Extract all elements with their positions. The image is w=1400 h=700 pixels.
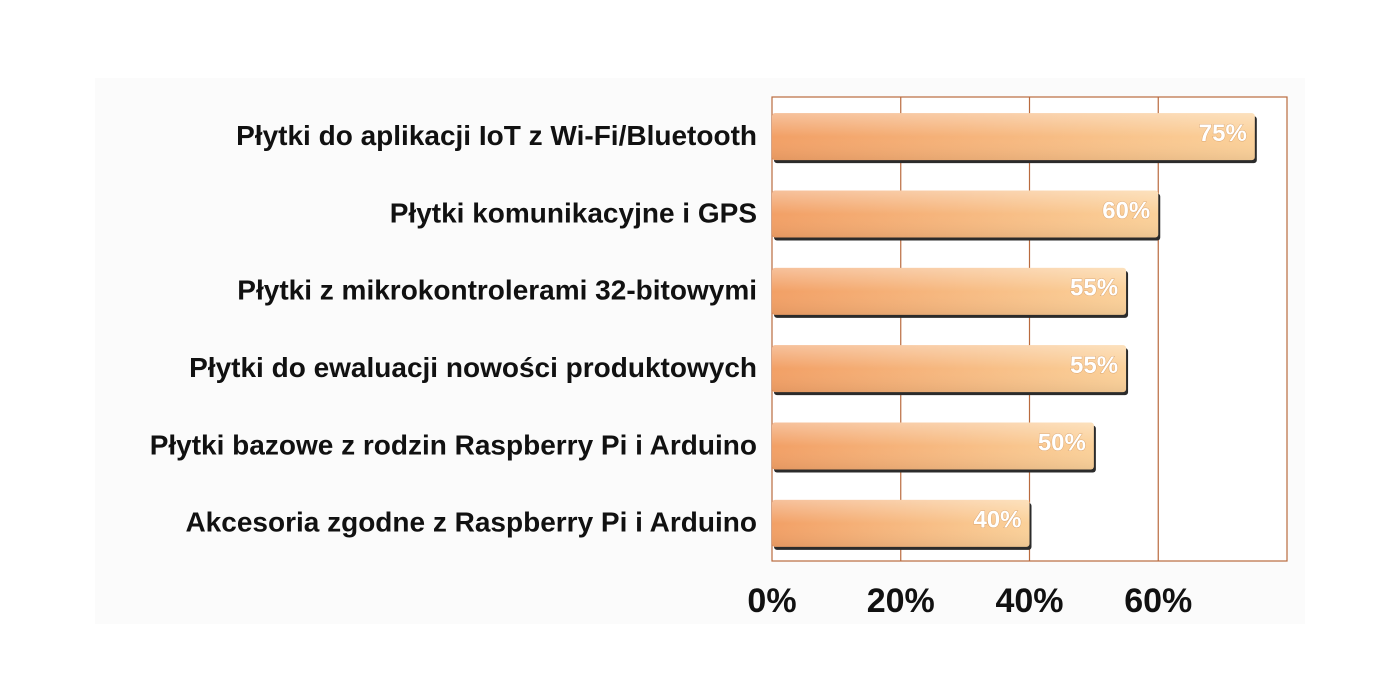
category-label: Akcesoria zgodne z Raspberry Pi i Arduin… [185,507,757,538]
data-label: 60% [1102,197,1150,224]
bar [772,190,1161,241]
category-labels: Płytki do aplikacji IoT z Wi-Fi/Bluetoot… [150,120,757,538]
plot-border [771,96,1288,562]
category-label: Płytki do ewaluacji nowości produktowych [189,352,757,383]
category-label: Płytki do aplikacji IoT z Wi-Fi/Bluetoot… [236,120,757,151]
bar [772,113,1257,164]
category-label: Płytki komunikacyjne i GPS [390,197,757,228]
bar-highlight [772,345,1127,393]
data-label: 40% [973,507,1021,534]
bar-highlight [772,190,1159,238]
grid-lines [900,97,1159,561]
data-label: 50% [1038,429,1086,456]
bar [772,499,1032,550]
bar [772,345,1129,396]
bar [772,422,1096,473]
data-label: 55% [1070,352,1118,379]
x-tick-label: 20% [867,582,935,620]
category-label: Płytki bazowe z rodzin Raspberry Pi i Ar… [150,429,757,460]
bars: 75% 60% 55% 55% 50% 40% [772,113,1257,550]
category-label: Płytki z mikrokontrolerami 32-bitowymi [237,275,757,306]
bar-highlight [772,113,1255,161]
bar-highlight [772,267,1127,315]
data-label: 55% [1070,275,1118,302]
bar-highlight [772,422,1094,470]
x-tick-labels: 0% 20% 40% 60% [747,582,1192,620]
bar-highlight [772,499,1030,547]
x-tick-label: 0% [747,582,796,620]
data-label: 75% [1199,120,1247,147]
x-tick-label: 40% [995,582,1063,620]
bar [772,267,1129,318]
x-tick-label: 60% [1124,582,1192,620]
